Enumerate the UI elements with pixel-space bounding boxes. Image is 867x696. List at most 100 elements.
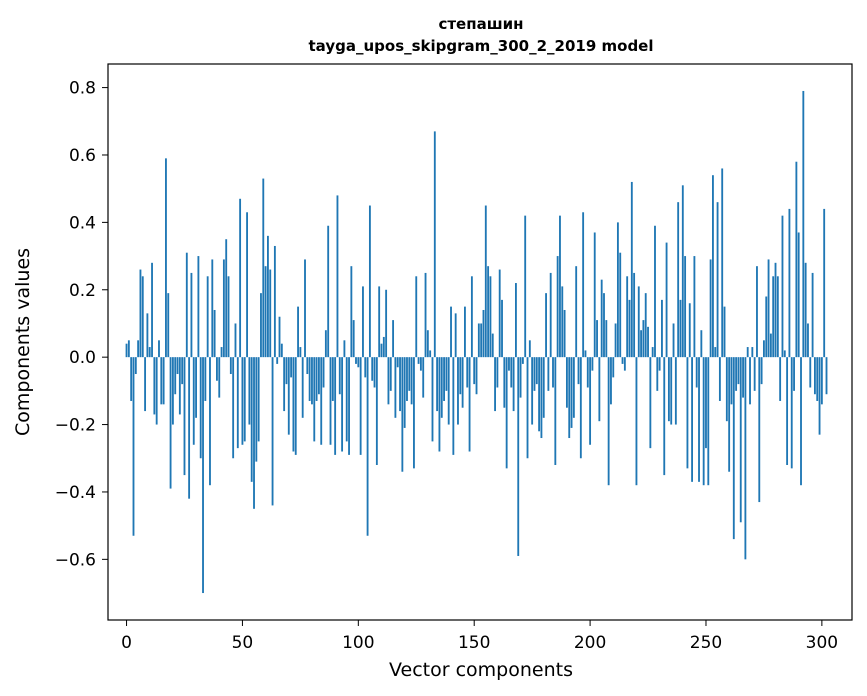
bar bbox=[584, 350, 587, 358]
bar bbox=[415, 276, 418, 358]
bar bbox=[130, 357, 133, 401]
bar bbox=[528, 340, 531, 358]
bar bbox=[751, 347, 754, 358]
bar bbox=[725, 357, 728, 422]
bar bbox=[647, 326, 649, 358]
x-tick-label: 100 bbox=[342, 633, 374, 653]
bar bbox=[616, 222, 619, 358]
bar bbox=[559, 215, 561, 358]
bar bbox=[656, 357, 659, 391]
bar bbox=[158, 340, 160, 358]
bar bbox=[468, 357, 471, 452]
bar bbox=[431, 357, 434, 442]
y-tick-label: −0.2 bbox=[55, 416, 96, 436]
bar bbox=[658, 357, 661, 371]
bar bbox=[565, 357, 568, 408]
bar bbox=[401, 357, 404, 472]
bar bbox=[436, 357, 439, 412]
bar bbox=[234, 323, 237, 358]
bar bbox=[216, 357, 218, 381]
bar bbox=[227, 276, 230, 358]
bar bbox=[480, 323, 483, 358]
bar bbox=[162, 357, 165, 405]
bar bbox=[607, 357, 610, 486]
bar bbox=[443, 357, 445, 401]
bar bbox=[642, 320, 645, 358]
bar bbox=[735, 357, 738, 391]
bar bbox=[132, 357, 135, 536]
bar bbox=[160, 357, 163, 405]
bar bbox=[494, 357, 496, 412]
bar bbox=[681, 185, 684, 358]
bar bbox=[394, 357, 397, 418]
bar bbox=[139, 269, 142, 358]
bar bbox=[763, 340, 765, 358]
bar bbox=[236, 357, 239, 449]
bar bbox=[331, 357, 334, 401]
bar bbox=[454, 313, 457, 358]
bar bbox=[311, 357, 313, 405]
bar bbox=[297, 306, 299, 358]
bar bbox=[283, 357, 286, 412]
bar bbox=[413, 357, 415, 469]
bar bbox=[292, 357, 295, 452]
bar bbox=[457, 357, 459, 425]
bar bbox=[389, 357, 392, 391]
bar bbox=[225, 239, 228, 358]
bar bbox=[232, 357, 235, 459]
bar bbox=[329, 357, 332, 445]
bar bbox=[575, 266, 578, 358]
y-tick-label: −0.4 bbox=[55, 483, 96, 503]
bar bbox=[153, 357, 156, 415]
bar bbox=[672, 323, 675, 358]
bar bbox=[549, 272, 552, 358]
bar bbox=[630, 181, 633, 358]
bar bbox=[477, 323, 480, 358]
bar bbox=[705, 357, 707, 449]
bar bbox=[387, 357, 390, 405]
x-tick-label: 200 bbox=[574, 633, 606, 653]
bar bbox=[345, 357, 348, 442]
bar bbox=[218, 357, 221, 398]
bar bbox=[243, 357, 246, 442]
bar bbox=[327, 225, 330, 358]
bar bbox=[392, 320, 395, 358]
bar bbox=[429, 350, 432, 358]
bar bbox=[818, 357, 821, 435]
bar bbox=[359, 357, 362, 455]
bar bbox=[721, 168, 724, 358]
bar bbox=[350, 266, 353, 358]
bar bbox=[422, 357, 425, 398]
bar bbox=[786, 357, 789, 465]
bar bbox=[517, 357, 520, 556]
bar bbox=[531, 357, 534, 425]
x-tick-label: 300 bbox=[806, 633, 838, 653]
bar bbox=[399, 357, 401, 412]
bar bbox=[144, 357, 147, 412]
bar bbox=[301, 357, 304, 418]
bar bbox=[255, 357, 258, 462]
bar bbox=[151, 262, 153, 358]
bar bbox=[800, 357, 802, 486]
bar bbox=[552, 357, 554, 388]
y-tick-label: 0.2 bbox=[69, 281, 96, 301]
bar bbox=[795, 161, 798, 358]
bar bbox=[257, 357, 260, 442]
bar bbox=[239, 198, 242, 358]
bar bbox=[707, 357, 710, 486]
bar bbox=[204, 357, 207, 401]
y-tick-label: 0.8 bbox=[69, 79, 96, 99]
bar bbox=[269, 269, 272, 358]
bar bbox=[375, 357, 378, 465]
bar bbox=[267, 235, 269, 358]
bar bbox=[695, 357, 698, 388]
bar bbox=[466, 357, 469, 388]
bar bbox=[612, 357, 615, 378]
bar bbox=[600, 279, 603, 358]
bar bbox=[148, 347, 151, 358]
bar bbox=[797, 232, 800, 358]
bar bbox=[470, 276, 473, 358]
bar bbox=[802, 90, 805, 358]
bar bbox=[473, 357, 476, 385]
bar bbox=[343, 340, 346, 358]
